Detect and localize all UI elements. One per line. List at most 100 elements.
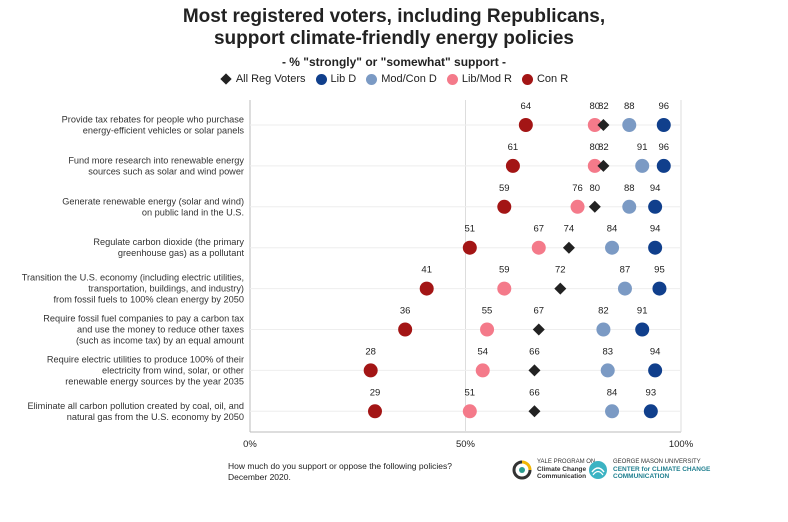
row-label: from fossil fuels to 100% clean energy b… [54, 295, 245, 305]
legend-label: Lib/Mod R [461, 73, 512, 85]
legend-marker [366, 73, 378, 85]
row-label: Generate renewable energy (solar and win… [62, 196, 244, 206]
data-label-lib-d: 93 [646, 387, 657, 398]
legend-label: All Reg Voters [235, 73, 306, 85]
footnote-date: December 2020. [228, 472, 291, 482]
row-label: Fund more research into renewable energy [68, 155, 244, 165]
footnote-question: How much do you support or oppose the fo… [228, 461, 452, 471]
chart-title-line1: Most registered voters, including Republ… [182, 6, 606, 27]
row-label: electricity from wind, solar, or other [102, 365, 244, 375]
legend-marker [521, 73, 533, 85]
yale-logo-line2: Climate Change [537, 466, 587, 473]
data-label-all-reg-voters: 66 [529, 387, 540, 398]
data-label-mod-con-d: 87 [620, 265, 631, 276]
point-mod-con-d [600, 363, 615, 378]
data-label-con-r: 36 [400, 306, 411, 317]
point-lib-d [648, 199, 663, 214]
data-label-all-reg-voters: 67 [533, 306, 544, 317]
point-lib-d [652, 281, 667, 296]
point-con-r [505, 158, 520, 173]
row-label: natural gas from the U.S. economy by 205… [67, 412, 244, 422]
x-tick-label: 0% [243, 439, 257, 450]
data-label-lib-mod-r: 76 [572, 183, 583, 194]
legend-marker [446, 73, 458, 85]
point-lib-mod-r [531, 240, 546, 255]
chart-legend: All Reg Voters Lib D Mod/Con D Lib/Mod R Con… [0, 73, 788, 85]
point-all-reg-voters [597, 159, 610, 172]
legend-item-all-reg-voters: All Reg Voters [220, 73, 306, 85]
data-label-mod-con-d: 84 [607, 387, 618, 398]
data-label-mod-con-d: 88 [624, 183, 635, 194]
data-label-all-reg-voters: 82 [598, 142, 609, 153]
point-lib-d [648, 363, 663, 378]
point-con-r [367, 404, 382, 419]
legend-item-lib-d: Lib D [315, 73, 357, 85]
data-label-lib-d: 96 [658, 101, 669, 112]
data-label-con-r: 41 [421, 265, 432, 276]
data-label-all-reg-voters: 82 [598, 101, 609, 112]
data-label-lib-mod-r: 55 [482, 306, 493, 317]
gmu-logo-line1: GEORGE MASON UNIVERSITY [613, 459, 701, 465]
point-mod-con-d [617, 281, 632, 296]
point-lib-mod-r [475, 363, 490, 378]
point-lib-mod-r [480, 322, 495, 337]
point-con-r [462, 240, 477, 255]
point-con-r [398, 322, 413, 337]
yale-logo-line1: YALE PROGRAM ON [537, 459, 596, 465]
chart-title: Most registered voters, including Republ… [0, 6, 788, 50]
point-lib-d [635, 322, 650, 337]
row-label: on public land in the U.S. [142, 207, 244, 217]
data-label-mod-con-d: 82 [598, 306, 609, 317]
row-label: (such as income tax) by an equal amount [76, 336, 244, 346]
row-label: Transition the U.S. economy (including e… [22, 273, 244, 283]
row-label: Regulate carbon dioxide (the primary [93, 237, 244, 247]
point-lib-mod-r [587, 158, 602, 173]
data-label-lib-d: 96 [658, 142, 669, 153]
x-tick-label: 50% [456, 439, 476, 450]
yale-logo-line3: Communication [537, 473, 587, 480]
point-all-reg-voters [528, 364, 541, 377]
data-label-con-r: 59 [499, 183, 510, 194]
point-lib-mod-r [497, 281, 512, 296]
data-label-lib-d: 94 [650, 224, 661, 235]
legend-marker [315, 73, 327, 85]
point-all-reg-voters [597, 119, 610, 131]
data-label-lib-mod-r: 54 [477, 346, 488, 357]
chart-title-line2: support climate-friendly energy policies [213, 28, 575, 49]
point-mod-con-d [605, 240, 620, 255]
data-label-mod-con-d: 88 [624, 101, 635, 112]
point-con-r [497, 199, 512, 214]
legend-item-mod-con-d: Mod/Con D [366, 73, 437, 85]
point-mod-con-d [622, 199, 637, 214]
point-mod-con-d [622, 118, 637, 132]
gmu-logo-line3: COMMUNICATION [613, 473, 670, 480]
data-label-lib-mod-r: 51 [465, 387, 476, 398]
point-all-reg-voters [528, 405, 541, 418]
data-label-con-r: 61 [508, 142, 519, 153]
point-con-r [518, 118, 533, 132]
data-label-all-reg-voters: 72 [555, 265, 566, 276]
data-label-lib-mod-r: 59 [499, 265, 510, 276]
data-label-lib-d: 91 [637, 306, 648, 317]
gmu-logo-icon [589, 460, 607, 479]
legend-label: Lib D [330, 73, 357, 85]
data-label-mod-con-d: 91 [637, 142, 648, 153]
row-label: renewable energy sources by the year 203… [65, 376, 244, 386]
point-all-reg-voters [532, 323, 545, 336]
point-lib-d [643, 404, 658, 419]
gmu-logo-line2: CENTER for CLIMATE CHANGE [613, 466, 711, 473]
row-label: Require fossil fuel companies to pay a c… [43, 314, 244, 324]
row-label: greenhouse gas) as a pollutant [118, 248, 245, 258]
point-con-r [363, 363, 378, 378]
chart-subtitle: - % "strongly" or "somewhat" support - [281, 55, 507, 69]
row-label: Eliminate all carbon pollution created b… [27, 401, 244, 411]
legend-item-con-r: Con R [521, 73, 568, 85]
point-lib-mod-r [570, 199, 585, 214]
row-label: sources such as solar and wind power [88, 166, 244, 176]
data-label-all-reg-voters: 66 [529, 346, 540, 357]
data-label-con-r: 28 [365, 346, 376, 357]
x-tick-label: 100% [669, 439, 694, 450]
data-label-con-r: 64 [521, 101, 532, 112]
point-mod-con-d [605, 404, 620, 419]
